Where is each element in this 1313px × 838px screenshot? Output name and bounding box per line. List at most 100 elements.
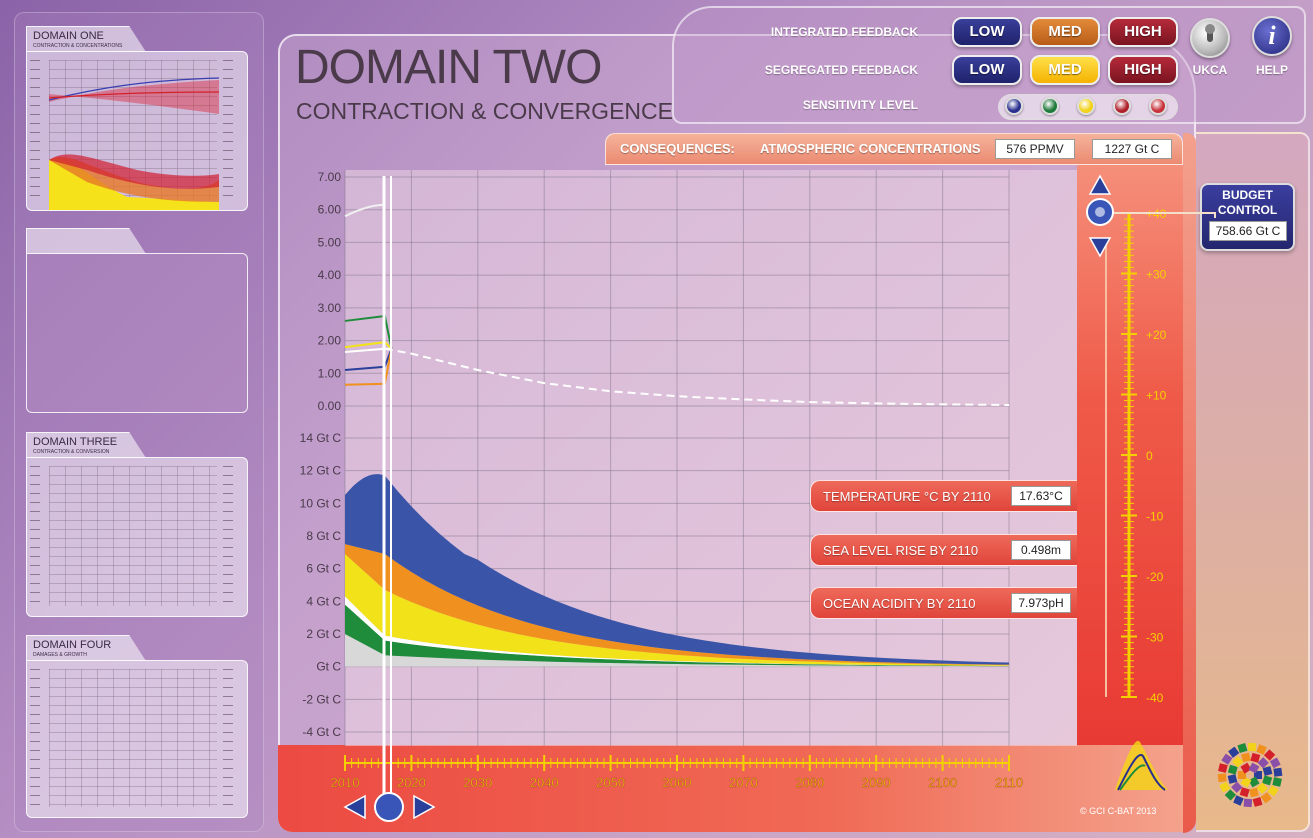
timeline-slider[interactable] (343, 792, 436, 822)
segregated-low-button[interactable]: LOW (952, 55, 1022, 85)
ocean-acidity-label: OCEAN ACIDITY BY 2110 (823, 596, 976, 611)
ukca-toggle[interactable] (1190, 18, 1230, 58)
emblem-tile (1248, 762, 1260, 774)
y-tick-label: -2 Gt C (302, 692, 341, 706)
sea-level-row: SEA LEVEL RISE BY 2110 0.498m (810, 534, 1077, 566)
mini-axis-right (223, 669, 241, 807)
budget-scale-label: -40 (1146, 691, 1164, 705)
domain-three-panel[interactable]: DOMAIN THREE CONTRACTION & CONVERSION (26, 432, 248, 617)
mini-grid (49, 669, 217, 807)
gray-concentration-line (344, 203, 385, 218)
gci-emblem-icon (1217, 742, 1283, 808)
emblem-tile (1240, 762, 1252, 774)
emblem-tile (1272, 777, 1282, 787)
domain-two-empty-panel[interactable] (26, 228, 248, 413)
temperature-label: TEMPERATURE °C BY 2110 (823, 489, 991, 504)
mini-blue-line (48, 77, 220, 101)
domain-two-thumbnail[interactable] (26, 253, 248, 413)
domain-four-panel[interactable]: DOMAIN FOUR DAMAGES & GROWTH (26, 635, 248, 820)
mini-axis-left (30, 466, 48, 606)
segregated-high-button[interactable]: HIGH (1108, 55, 1178, 85)
domain-one-thumbnail[interactable] (26, 51, 248, 211)
emission-area-4 (345, 553, 1009, 666)
budget-slider[interactable] (1086, 174, 1114, 258)
domain-four-subtitle: DAMAGES & GROWTH (33, 652, 87, 658)
segregated-med-button[interactable]: MED (1030, 55, 1100, 85)
y-tick-label: 7.00 (318, 170, 342, 184)
domain-three-subtitle: CONTRACTION & CONVERSION (33, 449, 110, 455)
y-tick-label: 1.00 (318, 366, 342, 380)
domain-one-subtitle: CONTRACTION & CONCENTRATIONS (33, 43, 123, 49)
mini-red-line (48, 91, 220, 99)
copyright-text: © GCI C-BAT 2013 (1080, 806, 1157, 816)
y-tick-label: 2 Gt C (306, 627, 341, 641)
toggle-switch-icon (1205, 24, 1215, 42)
domain-four-tab[interactable]: DOMAIN FOUR DAMAGES & GROWTH (26, 635, 146, 661)
budget-title-line2: CONTROL (1217, 203, 1278, 217)
emblem-tile (1233, 795, 1244, 806)
domain-four-thumbnail[interactable] (26, 660, 248, 818)
emblem-tile (1262, 766, 1273, 776)
timeline-knob-icon (374, 792, 404, 822)
sensitivity-dot-4[interactable] (1113, 97, 1131, 115)
integrated-high-button[interactable]: HIGH (1108, 17, 1178, 47)
domain-one-tab[interactable]: DOMAIN ONE CONTRACTION & CONCENTRATIONS (26, 26, 146, 52)
emblem-tile (1247, 742, 1257, 752)
temperature-row: TEMPERATURE °C BY 2110 17.63°C (810, 480, 1077, 512)
sensitivity-selector (998, 94, 1178, 120)
budget-scale-label: +30 (1146, 268, 1167, 282)
x-tick-label: 2080 (795, 775, 824, 790)
emblem-tile (1221, 753, 1233, 765)
gtc-value: 1227 Gt C (1092, 139, 1172, 159)
help-label: HELP (1255, 63, 1288, 77)
sensitivity-dot-3[interactable] (1077, 97, 1095, 115)
emblem-tile (1227, 774, 1238, 784)
emission-area-1 (345, 634, 1009, 667)
emission-area-6 (345, 474, 1009, 665)
emblem-tile (1224, 789, 1237, 801)
x-tick-label: 2060 (663, 775, 692, 790)
budget-scale-label: -30 (1146, 631, 1164, 645)
right-arrow-icon (413, 794, 436, 820)
y-axis-labels: 7.00 6.00 5.00 4.00 3.00 2.00 1.00 0.00 14 Gt C 1… (300, 170, 342, 739)
domain-four-title: DOMAIN FOUR (33, 639, 112, 651)
emblem-tile (1269, 757, 1281, 769)
domain-one-panel[interactable]: DOMAIN ONE CONTRACTION & CONCENTRATIONS (26, 26, 248, 211)
emblem-tile (1218, 763, 1228, 773)
help-button[interactable]: i (1252, 16, 1292, 56)
domain-two-tab[interactable] (26, 228, 146, 254)
sensitivity-dot-1[interactable] (1005, 97, 1023, 115)
emblem-tile (1240, 776, 1252, 788)
x-tick-label: 2100 (928, 775, 957, 790)
integrated-med-button[interactable]: MED (1030, 17, 1100, 47)
sensitivity-dot-5[interactable] (1149, 97, 1167, 115)
budget-scale-label: -20 (1146, 570, 1164, 584)
domain-three-thumbnail[interactable] (26, 457, 248, 617)
mini-red-band (49, 80, 219, 114)
y-tick-label: 4 Gt C (306, 594, 341, 608)
emblem-tile (1217, 773, 1227, 783)
x-tick-label: 2030 (463, 775, 492, 790)
y-tick-label: 8 Gt C (306, 529, 341, 543)
emblem-tile (1263, 749, 1276, 761)
emblem-tile (1232, 756, 1244, 768)
sensitivity-dot-2[interactable] (1041, 97, 1059, 115)
budget-scale-label: +20 (1146, 328, 1167, 342)
budget-scale-label: +10 (1146, 389, 1167, 403)
mini-red-area (49, 154, 219, 189)
mini-grid (49, 466, 217, 606)
emblem-tile (1241, 752, 1251, 763)
consequences-header (605, 133, 1183, 165)
x-tick-label: 2040 (530, 775, 559, 790)
segregated-feedback-label: SEGREGATED FEEDBACK (764, 63, 918, 77)
ppmv-value: 576 PPMV (995, 139, 1075, 159)
y-tick-label: 10 Gt C (300, 496, 342, 510)
y-tick-label: 14 Gt C (300, 431, 342, 445)
integrated-low-button[interactable]: LOW (952, 17, 1022, 47)
emblem-tile (1231, 781, 1243, 793)
page-title: DOMAIN TWO (295, 41, 602, 94)
emblem-tile (1249, 787, 1259, 798)
emblem-tile (1260, 792, 1272, 804)
x-tick-label: 2010 (331, 775, 360, 790)
budget-title-line1: BUDGET (1222, 188, 1273, 202)
